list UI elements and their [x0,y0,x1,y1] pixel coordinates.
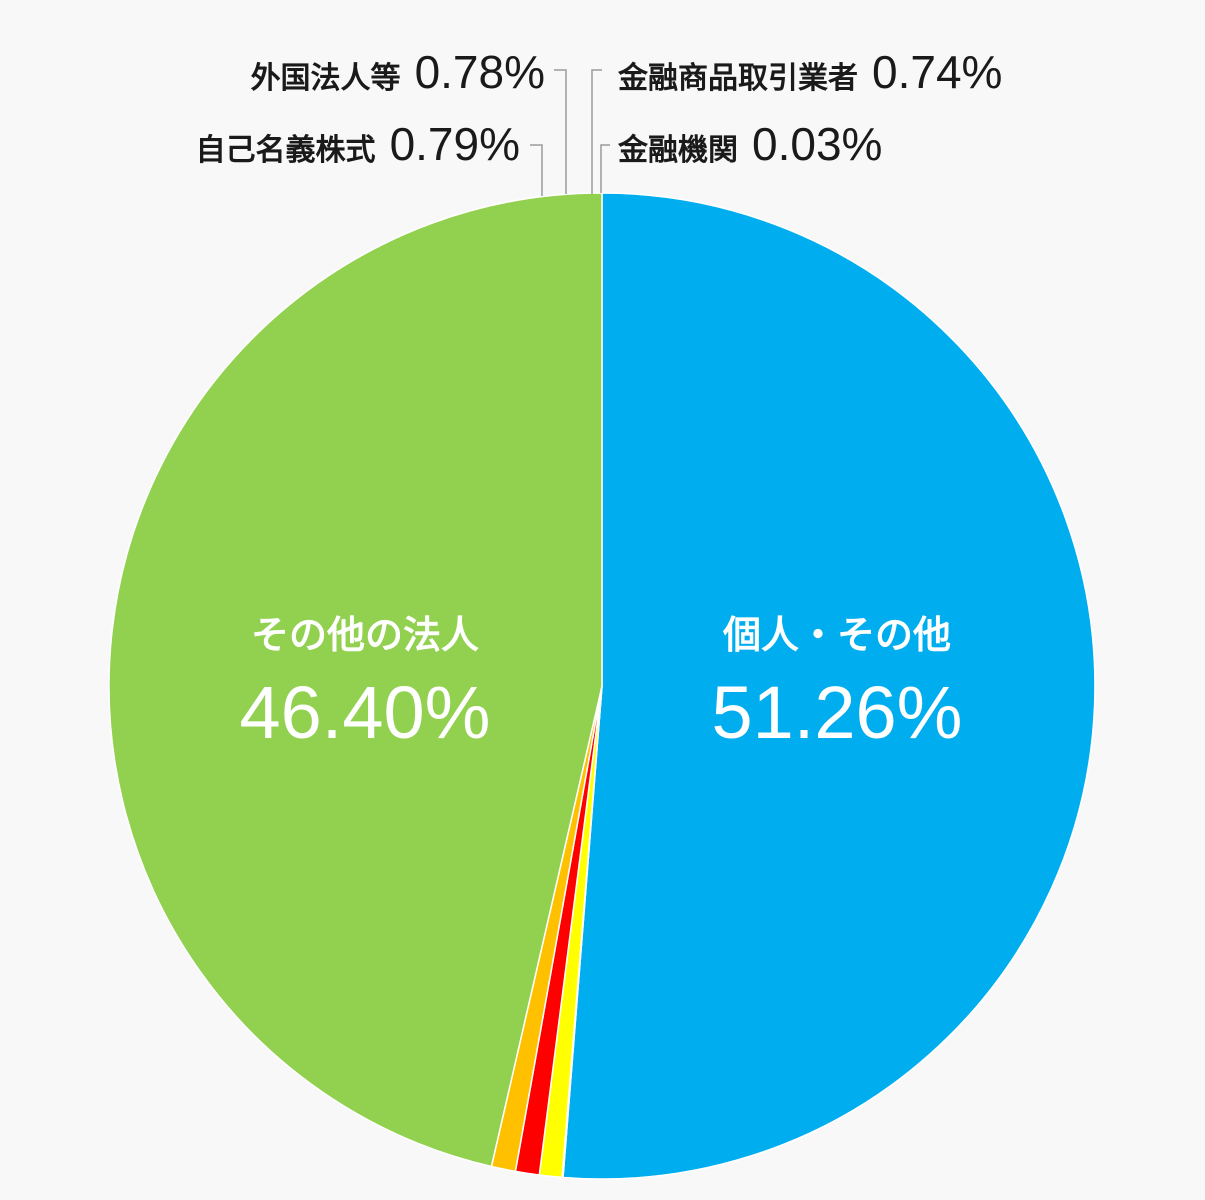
slice-label-other-corporations: その他の法人 [251,613,479,657]
slice-label-foreign-corporations: 外国法人等 [251,61,401,96]
slice-value-securities-firms: 0.74% [872,46,1002,98]
leader-financial-institutions [600,144,610,193]
pie-slices [108,192,1096,1180]
slice-individuals [562,192,1096,1180]
slice-callout-foreign-corporations: 外国法人等 0.78% [251,46,545,98]
slice-value-foreign-corporations: 0.78% [415,46,545,98]
leader-foreign-corporations [554,69,567,194]
slice-value-treasury-stock: 0.79% [390,118,520,170]
slice-value-individuals: 51.26% [712,671,963,754]
slice-label-securities-firms: 金融商品取引業者 [617,61,858,96]
slice-other-corporations [108,192,603,1168]
leader-securities-firms [591,69,602,194]
slice-label-individuals: 個人・その他 [722,613,951,657]
slice-callout-treasury-stock: 自己名義株式 0.79% [196,118,520,170]
slice-value-other-corporations: 46.40% [240,671,491,754]
leader-treasury-stock [530,144,543,196]
slice-callout-securities-firms: 金融商品取引業者 0.74% [617,46,1002,98]
slice-label-financial-institutions: 金融機関 [617,133,738,168]
slice-value-financial-institutions: 0.03% [752,118,882,170]
slice-label-treasury-stock: 自己名義株式 [196,133,376,168]
slice-callout-financial-institutions: 金融機関 0.03% [617,118,882,170]
leader-lines [530,69,610,196]
